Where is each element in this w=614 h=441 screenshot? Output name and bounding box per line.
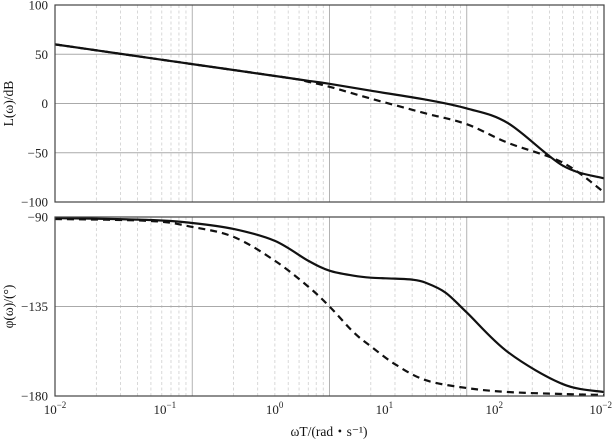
x-tick-label: 10−1 (154, 400, 177, 417)
magnitude-panel: 100 50 0 −50 −100 L(ω)/dB (1, 0, 605, 210)
phase-curves (54, 216, 605, 397)
phase-y-tick-labels: −90 −135 −180 (21, 210, 48, 404)
magnitude-y-tick-labels: 100 50 0 −50 −100 (21, 0, 48, 210)
phase-panel: −90 −135 −180 φ(ω)/(°) (1, 210, 605, 404)
mag-y-tick-label: 100 (29, 0, 49, 13)
mag-y-tick-label: −100 (21, 195, 48, 210)
magnitude-plot-frame (54, 4, 605, 203)
mag-y-tick-label: −50 (28, 145, 48, 160)
mag-y-tick-label: 0 (42, 96, 49, 111)
phase-curve-solid (54, 216, 605, 394)
phase-y-axis-label: φ(ω)/(°) (1, 285, 16, 329)
phase-y-tick-label: −90 (28, 210, 48, 225)
x-tick-label: 102 (485, 400, 503, 417)
phase-y-tick-label: −135 (21, 299, 48, 314)
phase-y-tick-label: −180 (21, 389, 48, 404)
x-tick-label: 10−2 (589, 400, 612, 417)
x-tick-label: 10−2 (44, 400, 67, 417)
phase-grid (55, 217, 604, 396)
magnitude-curve-dashed (54, 43, 605, 194)
magnitude-grid (55, 5, 604, 202)
x-axis-label: ωT/(rad・s⁻¹) (290, 424, 367, 439)
magnitude-y-axis-label: L(ω)/dB (1, 81, 16, 127)
mag-y-tick-label: 50 (35, 47, 48, 62)
magnitude-curves (54, 43, 605, 194)
x-tick-label: 100 (266, 400, 284, 417)
phase-plot-frame (54, 216, 605, 397)
x-tick-label: 101 (376, 400, 394, 417)
x-tick-labels: 10−2 10−1 100 101 102 10−2 (44, 400, 612, 417)
